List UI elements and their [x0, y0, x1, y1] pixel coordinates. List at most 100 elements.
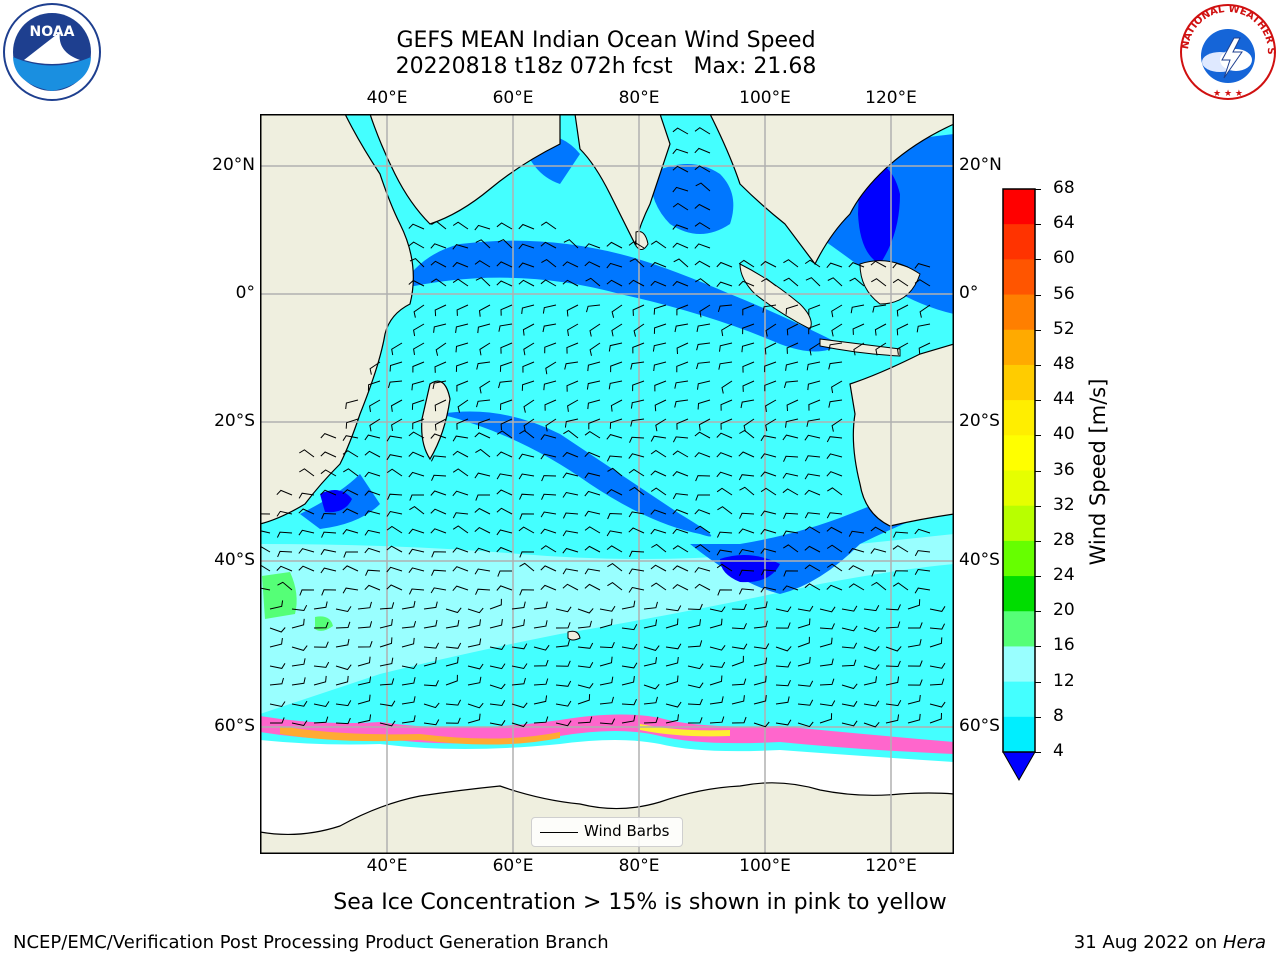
wind-barb [452, 490, 469, 497]
wind-barb [760, 528, 777, 535]
wind-barb [518, 279, 535, 287]
wind-barb [357, 621, 373, 629]
wind-barb [298, 508, 315, 515]
wind-barb [892, 262, 909, 269]
wind-barb [522, 361, 535, 373]
wind-barb [412, 361, 425, 373]
wind-barb [870, 260, 887, 268]
wind-barb [452, 244, 469, 250]
wind-barb [587, 399, 601, 410]
wind-barb [775, 679, 791, 687]
wind-barb [540, 453, 557, 460]
wind-barb [540, 221, 557, 230]
wind-barb [542, 323, 557, 333]
wind-barb [804, 512, 821, 519]
wind-barb [408, 241, 425, 249]
wind-barb [672, 436, 689, 443]
wind-barb [628, 568, 645, 575]
colorbar-tick-label: 24 [1053, 565, 1075, 586]
wind-barb [489, 644, 506, 650]
wind-barb [599, 718, 616, 725]
wind-barb [731, 643, 748, 650]
colorbar-segment [1003, 189, 1035, 225]
colorbar-tick-label: 4 [1053, 741, 1064, 761]
wind-barb [320, 469, 337, 477]
wind-barb [401, 663, 418, 670]
map-plot[interactable] [260, 114, 954, 854]
wind-barb [608, 380, 623, 390]
wind-barb [831, 304, 843, 318]
wind-barb [476, 361, 491, 370]
wind-barb [753, 695, 767, 705]
wind-barb [907, 713, 921, 724]
wind-barb [390, 399, 403, 412]
wind-barb [650, 280, 667, 287]
wind-barb [519, 562, 535, 572]
wind-barb [496, 529, 513, 536]
wind-barb [541, 493, 557, 500]
wind-barb [665, 714, 679, 724]
wind-barb [719, 342, 733, 352]
wind-barb [342, 435, 359, 441]
wind-barb [589, 323, 601, 337]
wind-barb [628, 468, 645, 477]
wind-barb [687, 717, 703, 724]
wind-barb [589, 342, 601, 356]
wind-barb [828, 361, 843, 370]
colorbar-tick-label: 64 [1053, 213, 1075, 234]
wind-barb [452, 221, 469, 230]
wind-barb [687, 603, 703, 611]
wind-barb [806, 418, 821, 427]
wind-barb [841, 720, 858, 727]
wind-barb [709, 606, 726, 613]
wind-barb [717, 304, 733, 313]
wind-barb [918, 342, 931, 355]
lat-label-right-0: 0° [959, 283, 979, 303]
wind-barb [335, 606, 352, 613]
wind-barb [369, 399, 381, 412]
wind-barb [511, 601, 526, 610]
wind-barb [885, 700, 902, 707]
wind-barb [540, 434, 557, 440]
wind-barb [540, 545, 557, 553]
wind-barb [650, 435, 667, 442]
wind-barb [518, 526, 535, 534]
wind-barb [665, 643, 682, 650]
wind-barb [260, 513, 271, 515]
wind-barb [434, 399, 447, 412]
wind-barb [738, 259, 755, 268]
wind-barb [500, 304, 513, 316]
wind-barb [562, 547, 579, 554]
wind-barb [694, 260, 711, 268]
wind-barb [562, 491, 579, 498]
wind-barb [606, 545, 623, 553]
strong-wind-patch [262, 572, 297, 619]
wind-barb [479, 380, 491, 394]
wind-barb [929, 637, 943, 648]
wind-barb [430, 508, 447, 515]
wind-barb [629, 436, 645, 443]
wind-barb [709, 716, 725, 724]
wind-barb [467, 676, 482, 686]
wind-barb [533, 716, 549, 724]
lon-label-bottom-120e: 120°E [865, 856, 917, 876]
colorbar-tick-mark [1035, 224, 1041, 226]
wind-barb [651, 543, 667, 553]
wind-barb [676, 361, 689, 373]
wind-barb [518, 243, 535, 250]
wind-barb [676, 418, 689, 430]
colorbar-tick-mark [1035, 505, 1041, 507]
wind-barb [694, 567, 711, 573]
wind-barb [408, 548, 425, 555]
wind-barb [650, 528, 667, 535]
wind-barb [567, 399, 579, 412]
wind-barb [819, 678, 835, 686]
colorbar-tick-mark [1035, 646, 1041, 648]
wind-barb [475, 277, 491, 287]
wind-barb [797, 699, 814, 706]
wind-barb [650, 509, 667, 515]
wind-barb [345, 418, 359, 429]
wind-barb [694, 147, 711, 154]
wind-barb [606, 489, 623, 496]
wind-barb [357, 656, 371, 667]
